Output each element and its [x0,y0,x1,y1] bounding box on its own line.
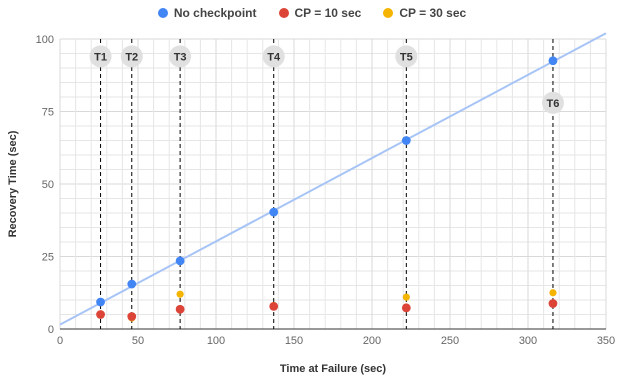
data-point [549,289,557,297]
data-point [548,299,558,308]
marker-label-bubble [541,91,564,114]
x-tick-label: 350 [597,335,615,347]
data-points [96,56,558,322]
x-tick-label: 150 [285,335,303,347]
data-point [127,312,137,321]
x-tick-label: 250 [441,335,459,347]
legend-item-cp-10: CP = 10 sec [278,6,362,20]
y-tick-label: 75 [42,107,54,119]
legend-label: CP = 30 sec [399,6,467,20]
marker-label: T2 [125,51,138,63]
data-point [175,256,185,266]
y-tick-label: 0 [48,324,54,336]
gridlines [59,38,607,330]
marker-label-bubble [262,45,285,68]
legend-item-cp-30: CP = 30 sec [383,6,466,20]
marker-label-bubble [395,45,418,68]
x-tick-label: 100 [207,335,225,347]
marker-label: T1 [94,51,107,63]
y-tick-label: 25 [42,252,54,264]
marker-label: T4 [267,51,281,63]
trendline [59,32,607,326]
marker-label: T3 [174,51,187,63]
data-point [96,310,105,319]
y-tick-label: 50 [42,179,54,191]
trendline-group [59,32,607,326]
data-point [175,304,185,314]
y-axis-title: Recovery Time (sec) [7,130,19,237]
x-tick-label: 300 [519,335,537,347]
data-point [401,303,411,313]
data-point [96,297,105,307]
legend-label: No checkpoint [173,6,257,20]
data-point [402,293,410,301]
legend-swatch-yellow [383,8,394,18]
x-tick-label: 200 [363,335,381,347]
x-tick-label: 0 [57,335,63,347]
legend-swatch-red [278,8,289,18]
data-point [176,290,184,298]
marker-label-bubble [169,45,192,68]
chart-legend: No checkpoint CP = 10 sec CP = 30 sec [0,6,624,20]
legend-swatch-blue [157,8,168,18]
axes: 0 25 50 75 100 0 50 100 150 200 250 300 350 [36,34,616,347]
y-tick-label: 100 [36,34,54,46]
legend-item-no-checkpoint: No checkpoint [157,6,257,20]
marker-label-bubble [120,45,143,68]
marker-label-bubble [89,45,112,68]
data-point [269,207,279,217]
marker-label: T5 [400,51,413,63]
x-tick-label: 50 [132,335,144,347]
marker-label: T6 [547,98,560,110]
vertical-markers: T1 T2 T3 T4 T5 T6 [89,39,564,329]
data-point [548,56,558,66]
data-point [269,301,279,311]
x-axis-title: Time at Failure (sec) [280,363,387,375]
legend-label: CP = 10 sec [294,6,362,20]
data-point [127,279,137,289]
data-point [401,136,411,145]
